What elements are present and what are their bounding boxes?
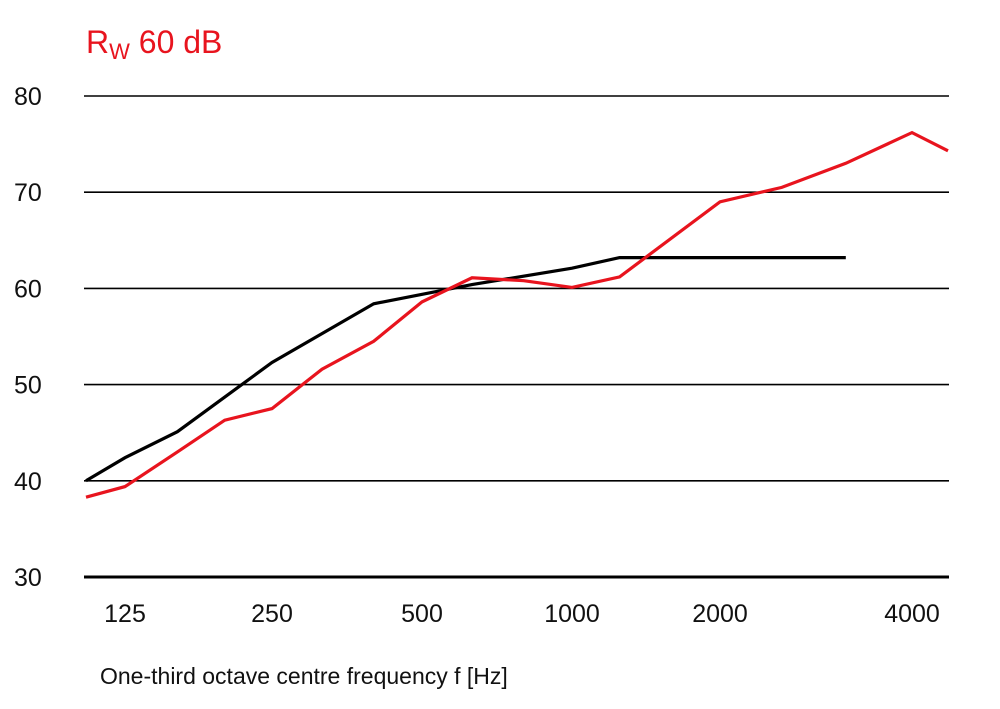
y-tick-label: 50 <box>14 372 42 400</box>
title-subscript: W <box>109 39 130 64</box>
x-tick-label: 1000 <box>544 600 600 628</box>
x-tick-label: 125 <box>104 600 146 628</box>
y-tick-label: 80 <box>14 83 42 111</box>
y-tick-label: 40 <box>14 468 42 496</box>
y-tick-label: 60 <box>14 275 42 303</box>
x-tick-label: 250 <box>251 600 293 628</box>
title-value: 60 dB <box>129 24 223 60</box>
chart-title: RW 60 dB <box>86 24 222 65</box>
y-tick-label: 30 <box>14 564 42 592</box>
x-tick-label: 4000 <box>884 600 940 628</box>
y-tick-label: 70 <box>14 179 42 207</box>
series-line-measured <box>85 130 949 499</box>
x-tick-label: 2000 <box>692 600 748 628</box>
series-line-reference <box>85 256 846 483</box>
x-axis-label: One-third octave centre frequency f [Hz] <box>100 663 508 689</box>
title-main: R <box>86 24 110 60</box>
x-tick-label: 500 <box>401 600 443 628</box>
